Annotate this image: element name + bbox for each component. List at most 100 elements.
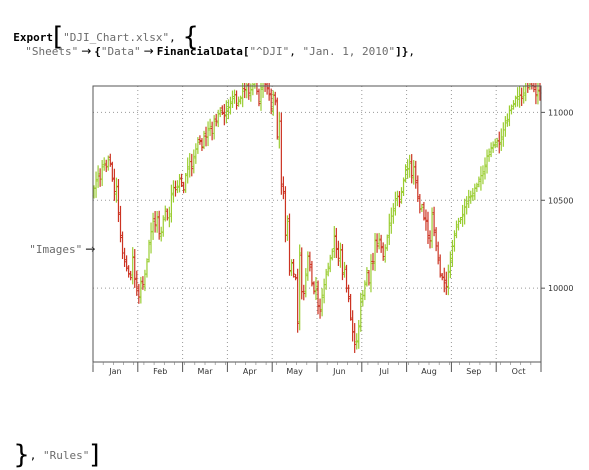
ohlc-bar [395, 190, 400, 207]
financial-open-bracket: [ [242, 45, 250, 58]
ohlc-bar [442, 267, 446, 293]
ohlc-bar [461, 204, 465, 227]
ohlc-bar [108, 153, 112, 167]
ohlc-bar [241, 83, 245, 108]
ohlc-bar [114, 177, 119, 203]
ohlc-bar [401, 177, 406, 197]
ohlc-bar [393, 191, 397, 216]
ohlc-bar [125, 255, 129, 272]
ohlc-bar [269, 88, 273, 115]
export-open-bracket: [ [53, 22, 64, 52]
ohlc-bar [159, 226, 163, 242]
ohlc-bar [340, 244, 345, 281]
ohlc-bar [430, 207, 434, 249]
ohlc-bar [505, 113, 509, 127]
export-close-bracket: ] [89, 440, 100, 470]
ohlc-bar [414, 160, 418, 189]
ohlc-bar [256, 83, 259, 95]
ohlc-bar [330, 248, 334, 261]
ohlc-bar [518, 86, 522, 108]
ohlc-bar [234, 90, 239, 110]
ohlc-bar [239, 95, 243, 105]
ohlc-bar [365, 267, 369, 287]
ohlc-bar [289, 259, 294, 276]
ohlc-bar [129, 270, 133, 281]
ohlc-bar [196, 137, 200, 154]
ohlc-bar [167, 206, 171, 228]
ohlc-bar [385, 234, 389, 251]
financial-function-name: FinancialData [156, 45, 243, 58]
data-key: "Data" [100, 45, 141, 58]
ohlc-bar [448, 251, 452, 279]
ohlc-bar [397, 191, 402, 208]
ohlc-bar [171, 180, 176, 203]
ohlc-bar [473, 183, 477, 201]
ohlc-bar [477, 176, 481, 188]
ohlc-bar [373, 233, 377, 272]
ohlc-bar [450, 239, 455, 267]
ohlc-bar [342, 261, 347, 278]
ohlc-bar [112, 168, 116, 201]
x-tick-label: Mar [197, 367, 213, 376]
ohlc-bar [332, 226, 336, 258]
ohlc-bar [436, 241, 440, 265]
ohlc-bar [228, 96, 233, 115]
ohlc-bar [501, 122, 505, 147]
ohlc-bar [351, 310, 355, 342]
ohlc-bar [165, 208, 169, 221]
ohlc-bar [483, 157, 487, 180]
ohlc-bar [279, 112, 283, 195]
ohlc-bar [493, 138, 497, 149]
ohlc-bar [491, 141, 495, 153]
ohlc-bar [139, 276, 143, 304]
ohlc-bar [391, 203, 395, 224]
ohlc-bar [122, 247, 127, 267]
ohlc-bar [173, 180, 178, 197]
ohlc-bar [406, 159, 410, 179]
ohlc-bar [463, 198, 467, 225]
ohlc-bar [499, 128, 503, 151]
ohlc-bar [204, 126, 208, 147]
dji-ohlc-chart[interactable]: 10000 10500 11000 Jan Feb Mar Apr May Jun Jul Aug S… [86, 83, 586, 383]
ohlc-bar [206, 121, 210, 147]
ohlc-bar [277, 111, 281, 149]
ohlc-bar [520, 87, 524, 107]
x-tick-label: Feb [153, 367, 167, 376]
ohlc-bar [118, 205, 123, 243]
ohlc-bar [316, 280, 320, 315]
ohlc-bar [285, 215, 290, 241]
rules-close-brace: } [13, 440, 30, 470]
chart-grid [93, 86, 541, 362]
ohlc-bar [218, 107, 222, 118]
ohlc-bar [188, 153, 192, 178]
ohlc-bar [212, 115, 216, 140]
ohlc-bar [194, 143, 198, 164]
rules-open-brace: { [182, 22, 199, 52]
ohlc-bar [359, 292, 363, 332]
rule-arrow: → [143, 44, 154, 58]
ohlc-bar [247, 83, 251, 100]
ohlc-bar [94, 171, 98, 198]
images-rule-line: "Images" → [16, 228, 98, 257]
ohlc-bar [467, 189, 471, 209]
ohlc-bar [257, 88, 261, 107]
x-tick-label: Sep [466, 367, 481, 376]
ohlc-bar [481, 165, 485, 185]
chart-bars [92, 83, 542, 353]
sheets-key: "Sheets" [25, 45, 79, 58]
ohlc-bar [465, 196, 469, 215]
ohlc-bar [271, 90, 275, 116]
ohlc-bar [357, 319, 361, 349]
ohlc-bar [264, 83, 267, 92]
ohlc-bar [306, 251, 310, 281]
x-tick-label: Jun [332, 367, 346, 376]
ohlc-bar [283, 186, 288, 243]
ohlc-bar [534, 83, 538, 105]
ohlc-bar [106, 155, 110, 171]
ohlc-bar [224, 100, 228, 124]
ohlc-bar [186, 157, 190, 184]
ohlc-bar [440, 273, 444, 281]
ohlc-bar [137, 283, 141, 304]
x-tick-label: Oct [512, 367, 526, 376]
ohlc-bar [426, 211, 430, 244]
